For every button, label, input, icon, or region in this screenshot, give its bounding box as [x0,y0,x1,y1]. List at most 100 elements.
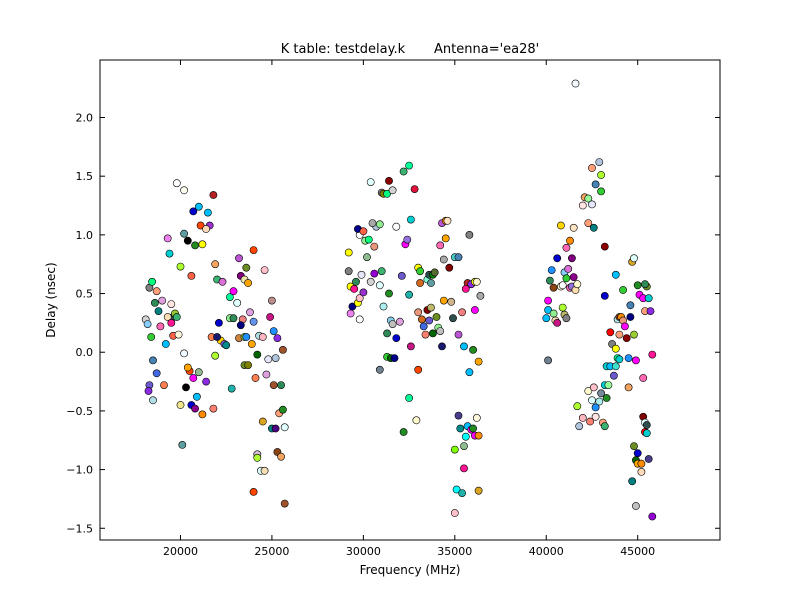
data-point [589,383,598,392]
data-point [564,264,573,273]
data-point [610,371,618,380]
data-point [249,246,258,254]
data-point [191,241,199,250]
data-point [588,396,596,405]
data-point [161,340,170,348]
data-point [632,502,640,510]
data-point [269,381,278,389]
data-point [566,236,574,245]
data-point [213,333,221,341]
data-point [198,410,207,419]
data-point [578,413,587,422]
data-point [280,423,289,432]
data-point [189,207,198,216]
data-point [414,365,423,374]
data-point [549,309,558,318]
data-point [211,260,220,269]
data-point [370,242,379,251]
data-point [180,349,188,358]
data-point [253,350,262,359]
data-point [544,296,552,305]
y-tick-label: 1.5 [76,170,94,183]
y-tick-label: 0.0 [76,346,94,359]
data-point [278,345,287,354]
data-point [385,176,393,185]
data-point [191,404,199,413]
data-point [606,328,615,337]
data-point [273,334,282,342]
data-point [152,369,161,378]
data-point [454,411,463,420]
data-point [441,234,450,243]
data-point [553,318,562,327]
data-point [584,194,593,203]
data-point [461,284,470,293]
data-point [611,362,620,371]
data-point [202,225,210,233]
data-point [569,273,578,281]
data-point [633,449,642,458]
data-point [646,307,655,315]
data-point [450,445,459,454]
data-point [474,486,483,495]
data-point [425,316,434,325]
data-point [588,200,596,209]
data-point [392,334,401,342]
data-point [604,381,613,389]
data-point [203,208,212,217]
data-point [262,370,271,379]
y-axis-label: Delay (nsec) [44,262,58,337]
data-point [366,178,375,186]
data-point [562,243,571,252]
data-point [436,241,445,250]
data-point [588,164,596,172]
data-point [189,374,198,382]
data-point [355,294,364,303]
data-point [619,286,627,294]
x-tick-label: 20000 [163,545,198,558]
data-point [562,274,571,283]
data-point [385,289,393,298]
data-point [584,219,593,227]
data-point [591,180,600,189]
data-point [615,330,624,339]
data-point [350,284,359,293]
data-point [436,327,445,335]
data-point [211,351,220,360]
data-point [438,342,446,351]
data-point [277,381,285,389]
data-point [615,355,624,364]
data-point [167,300,176,308]
data-point [209,404,218,413]
data-point [595,397,604,406]
data-point [428,329,437,338]
data-point [626,313,635,321]
data-point [633,281,642,290]
data-point [397,271,406,280]
data-point [260,266,269,274]
data-point [246,308,254,317]
plot-frame [99,59,721,541]
data-point [547,266,556,274]
data-point [405,161,413,170]
data-point [180,229,188,238]
data-point [174,330,183,339]
y-tick-label: −0.5 [66,405,93,418]
data-point [419,322,428,331]
data-point [611,270,620,279]
data-point [364,235,373,244]
data-point [641,280,649,289]
data-point [465,230,474,239]
data-point [648,350,657,359]
data-point [176,262,185,271]
data-point [637,467,646,476]
data-point [569,223,578,232]
data-point [277,452,285,461]
data-point [597,389,605,398]
data-point [176,401,185,409]
data-point [472,277,481,286]
data-point [414,308,423,317]
data-point [359,227,368,236]
data-point [591,412,600,421]
